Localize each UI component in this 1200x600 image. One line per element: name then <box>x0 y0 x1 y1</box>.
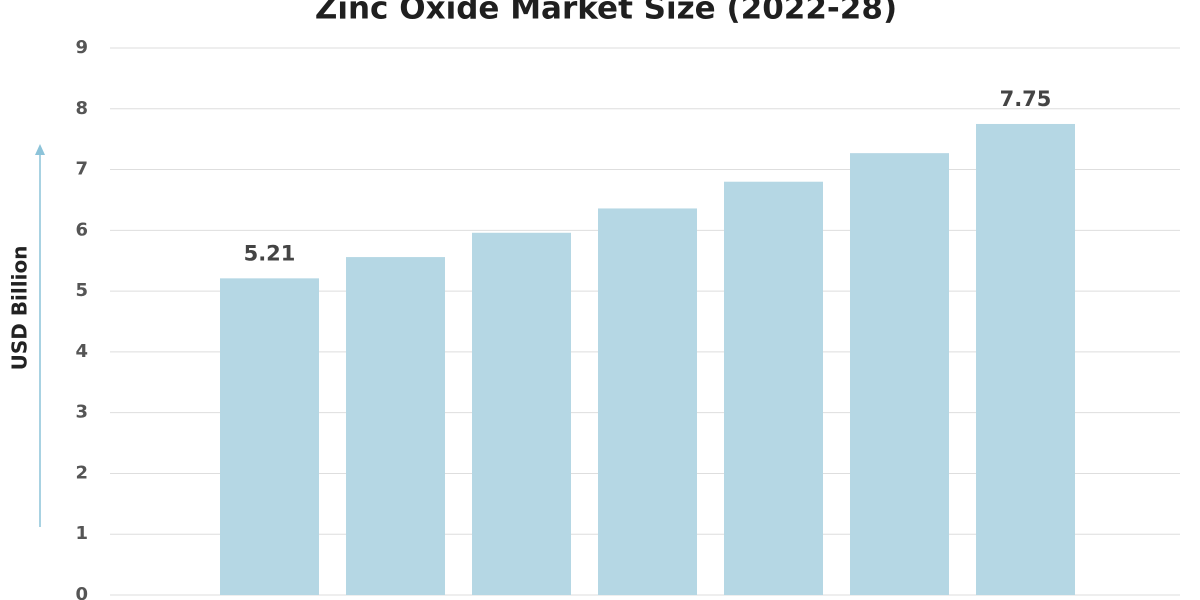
y-tick-label: 2 <box>75 462 88 483</box>
bar <box>724 181 823 595</box>
y-tick-label: 9 <box>75 37 88 58</box>
y-tick-label: 8 <box>75 98 88 119</box>
bar <box>220 278 319 595</box>
bar <box>850 153 949 595</box>
y-tick-label: 7 <box>75 159 88 180</box>
bar <box>346 257 445 595</box>
bar <box>976 123 1075 595</box>
y-tick-label: 4 <box>75 341 88 362</box>
bar <box>598 208 697 595</box>
value-label: 7.75 <box>1000 87 1052 111</box>
y-tick-label: 3 <box>75 402 88 423</box>
y-axis-label: USD Billion <box>8 246 32 371</box>
chart-title: Zinc Oxide Market Size (2022-28) <box>315 0 897 27</box>
bar <box>472 232 571 595</box>
value-label: 5.21 <box>244 241 296 265</box>
axis-arrow-head <box>35 144 45 155</box>
y-tick-label: 1 <box>75 523 88 544</box>
y-tick-label: 6 <box>75 219 88 240</box>
y-tick-label: 0 <box>75 584 88 600</box>
y-tick-label: 5 <box>75 280 88 301</box>
